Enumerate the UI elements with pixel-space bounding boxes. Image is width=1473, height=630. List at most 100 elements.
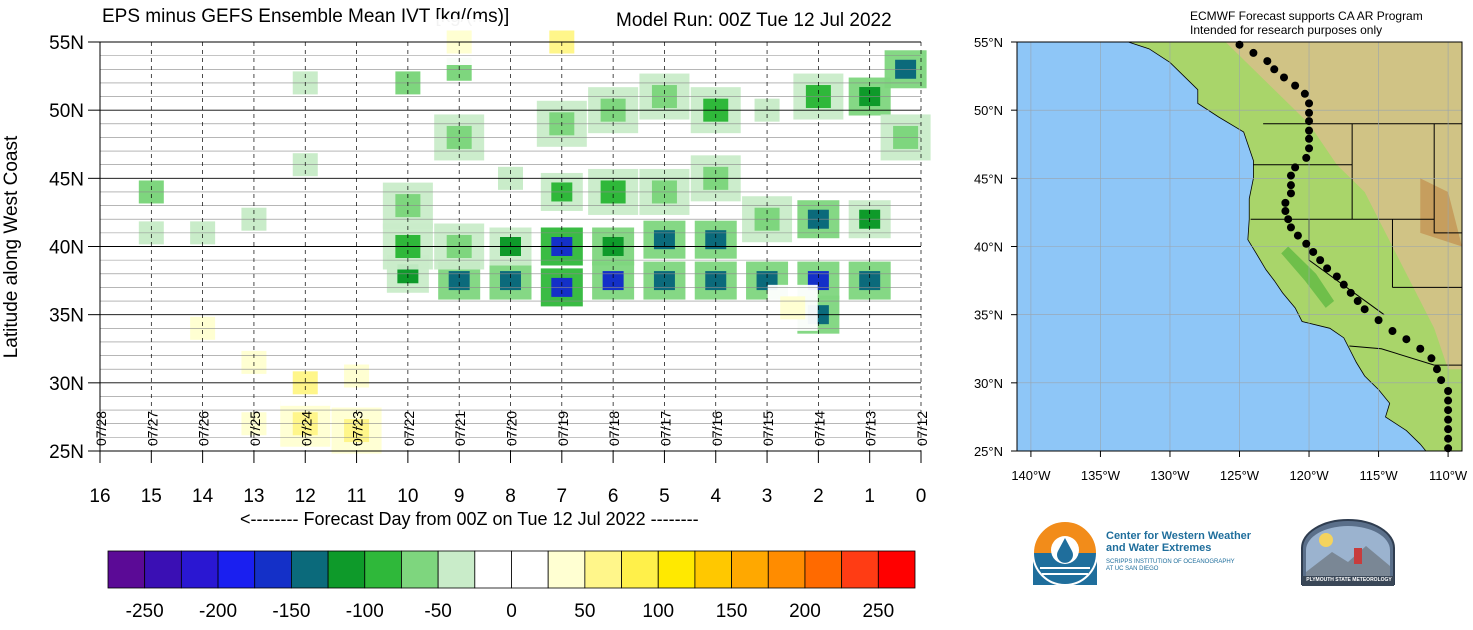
transect-point-32 <box>1374 316 1383 325</box>
transect-point-23 <box>1302 239 1311 248</box>
x-tick-label: 14 <box>192 486 214 507</box>
colorbar-swatch-1 <box>144 550 182 589</box>
colorbar-swatch-20 <box>841 550 879 589</box>
transect-point-42 <box>1444 415 1453 424</box>
plymouth-state-logo: PLYMOUTH STATE METEOROLOGY <box>1296 518 1400 590</box>
colorbar-swatch-11 <box>511 550 549 589</box>
colorbar-swatch-18 <box>767 550 806 589</box>
transect-point-13 <box>1302 153 1311 162</box>
transect-point-0 <box>1235 40 1244 49</box>
reference-map: 55°N 50°N 45°N 40°N 35°N 30°N 25°N 140°W 135°W 13… <box>974 35 1468 483</box>
x-tick-label: 8 <box>505 486 516 507</box>
x-tick-label: 16 <box>89 486 110 507</box>
date-label: 07/18 <box>606 411 622 446</box>
transect-point-26 <box>1323 264 1332 273</box>
transect-point-1 <box>1249 48 1258 57</box>
date-label: 07/14 <box>811 411 827 446</box>
colorbar-swatch-3 <box>217 550 256 589</box>
transect-point-30 <box>1353 297 1362 306</box>
colorbar-label: -150 <box>272 601 310 622</box>
transect-point-15 <box>1286 171 1295 180</box>
transect-point-12 <box>1305 144 1314 153</box>
ivt-cell-27 <box>653 230 675 250</box>
date-label: 07/25 <box>247 411 263 446</box>
psu-text: PLYMOUTH STATE METEOROLOGY <box>1306 577 1392 583</box>
lon-tick-label: 135°W <box>1081 468 1121 483</box>
transect-point-7 <box>1305 99 1314 108</box>
transect-point-45 <box>1444 444 1453 453</box>
transect-point-21 <box>1286 223 1295 232</box>
date-label: 07/26 <box>196 411 212 446</box>
lat-tick-label: 40°N <box>974 240 1003 255</box>
colorbar-swatch-2 <box>180 550 219 589</box>
transect-point-16 <box>1286 181 1295 190</box>
x-tick-label: 6 <box>608 486 619 507</box>
y-tick-label: 25N <box>49 442 84 463</box>
colorbar-label: 100 <box>642 601 674 622</box>
cw3e-name: Center for Western Weather and Water Ext… <box>1106 530 1251 554</box>
cw3e-line1: Center for Western Weather <box>1106 530 1252 542</box>
date-label: 07/21 <box>452 411 468 446</box>
transect-point-8 <box>1305 108 1314 117</box>
lon-tick-label: 110°W <box>1429 468 1468 483</box>
map-note: ECMWF Forecast supports CA AR Program In… <box>1190 9 1423 37</box>
transect-point-19 <box>1281 207 1290 216</box>
lat-tick-label: 45°N <box>974 171 1003 186</box>
mountains <box>1420 178 1462 247</box>
ivt-cell-31 <box>705 230 727 250</box>
transect-point-20 <box>1284 215 1293 224</box>
y-tick-label: 30N <box>49 374 84 395</box>
transect-point-5 <box>1291 81 1300 90</box>
ivt-cell-54 <box>780 296 806 320</box>
x-tick-label: 12 <box>295 486 316 507</box>
sierra-nevada <box>1281 246 1335 308</box>
lat-tick-label: 55°N <box>974 35 1003 50</box>
grid-lines <box>99 41 922 452</box>
transect-point-34 <box>1402 335 1411 344</box>
hovmoller-chart: 25N30N35N40N45N50N55N1607/281507/271407/… <box>49 30 931 622</box>
colorbar-swatch-0 <box>107 550 146 589</box>
colorbar-swatch-10 <box>474 550 512 589</box>
colorbar-label: -250 <box>126 601 164 622</box>
transect-points <box>1235 40 1453 453</box>
cw3e-line2: and Water Extremes <box>1106 542 1212 554</box>
date-label: 07/22 <box>401 411 417 446</box>
lon-tick-label: 115°W <box>1359 468 1398 483</box>
y-tick-label: 55N <box>49 33 84 54</box>
x-tick-label: 4 <box>710 486 721 507</box>
colorbar-swatch-9 <box>437 550 476 589</box>
colorbar-label: -200 <box>199 601 237 622</box>
date-label: 07/27 <box>144 411 160 446</box>
transect-point-36 <box>1427 354 1436 363</box>
transect-point-37 <box>1432 365 1441 374</box>
lat-tick-label: 35°N <box>974 308 1003 323</box>
y-tick-label: 35N <box>49 306 84 327</box>
lon-tick-label: 120°W <box>1289 468 1329 483</box>
date-label: 07/17 <box>657 411 673 446</box>
colorbar-swatch-13 <box>584 550 622 589</box>
colorbar-swatch-14 <box>621 550 659 589</box>
transect-point-11 <box>1305 134 1314 143</box>
colorbar-swatch-17 <box>731 550 769 589</box>
colorbar-label: 200 <box>789 601 821 622</box>
transect-point-17 <box>1286 189 1295 198</box>
ivt-cell-49 <box>344 364 370 388</box>
colorbar-label: 0 <box>506 601 517 622</box>
transect-point-39 <box>1444 387 1453 396</box>
colorbar-swatch-8 <box>401 550 439 589</box>
cw3e-sub1: SCRIPPS INSTITUTION OF OCEANOGRAPHY <box>1106 559 1235 565</box>
date-label: 07/13 <box>863 411 879 446</box>
map-note-line1: ECMWF Forecast supports CA AR Program <box>1190 9 1423 23</box>
x-tick-label: 10 <box>397 486 418 507</box>
date-label: 07/15 <box>760 411 776 446</box>
ivt-cell-26 <box>653 271 675 291</box>
map-note-line2: Intended for research purposes only <box>1190 23 1383 37</box>
transect-point-35 <box>1416 344 1425 353</box>
transect-point-40 <box>1444 396 1453 405</box>
colorbar-label: 150 <box>716 601 748 622</box>
lon-tick-label: 140°W <box>1011 468 1051 483</box>
transect-point-4 <box>1280 73 1288 82</box>
ivt-cell-30 <box>705 271 727 291</box>
colorbar-swatch-15 <box>657 550 696 589</box>
date-label: 07/28 <box>93 411 109 446</box>
